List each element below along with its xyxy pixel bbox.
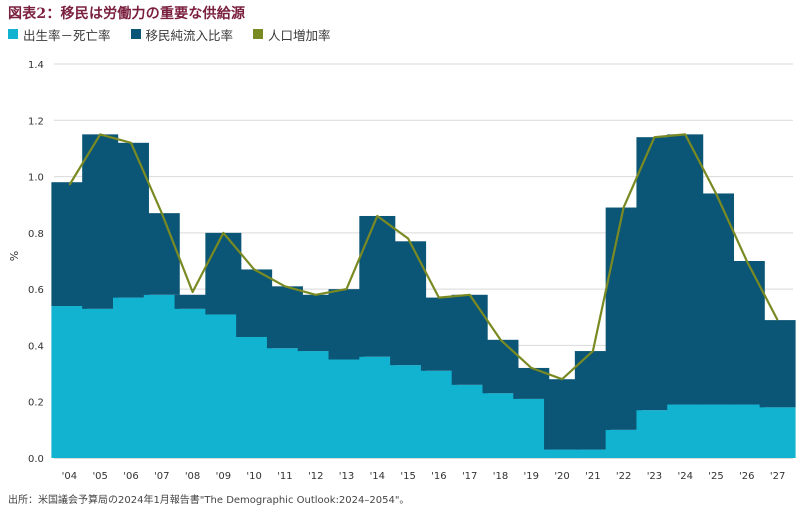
bar-net-immigration	[482, 339, 519, 394]
x-tick-label: '20	[554, 471, 569, 482]
x-tick-label: '08	[185, 471, 200, 482]
bar-natural-increase	[513, 398, 550, 458]
bar-net-immigration	[390, 241, 427, 366]
x-tick-label: '27	[770, 471, 785, 482]
chart-title: 図表2：移民は労働力の重要な供給源	[8, 6, 246, 22]
bar-natural-increase	[698, 404, 735, 458]
legend-swatch-natural-increase	[8, 29, 18, 39]
y-tick-label: 1.4	[28, 60, 44, 71]
bar-net-immigration	[605, 207, 642, 430]
y-tick-label: 0.2	[28, 398, 44, 409]
bar-natural-increase	[728, 404, 765, 458]
x-tick-label: '17	[462, 471, 477, 482]
y-tick-label: 1.0	[28, 173, 44, 184]
x-tick-label: '13	[339, 471, 354, 482]
x-tick-label: '18	[493, 471, 508, 482]
bar-net-immigration	[236, 269, 273, 337]
bar-natural-increase	[297, 351, 334, 458]
bar-net-immigration	[759, 320, 796, 408]
bar-natural-increase	[451, 384, 488, 458]
bar-natural-increase	[266, 348, 303, 458]
bar-net-immigration	[574, 351, 611, 450]
bar-net-immigration	[266, 286, 303, 349]
legend-label-natural-increase: 出生率－死亡率	[23, 27, 111, 43]
x-tick-label: '04	[62, 471, 77, 482]
bar-net-immigration	[544, 379, 581, 450]
x-tick-label: '09	[216, 471, 231, 482]
x-tick-label: '11	[277, 471, 292, 482]
y-tick-label: 0.8	[28, 229, 44, 240]
x-tick-label: '25	[708, 471, 723, 482]
bar-natural-increase	[544, 449, 581, 458]
bar-natural-increase	[112, 297, 149, 458]
bar-net-immigration	[359, 215, 396, 357]
y-tick-label: 0.0	[28, 454, 44, 465]
bar-natural-increase	[174, 308, 211, 458]
y-axis-label: %	[8, 251, 21, 261]
x-tick-label: '24	[677, 471, 692, 482]
x-tick-label: '22	[616, 471, 631, 482]
y-tick-label: 0.6	[28, 285, 44, 296]
bar-net-immigration	[728, 261, 765, 405]
x-tick-label: '12	[308, 471, 323, 482]
y-tick-label: 0.4	[28, 341, 44, 352]
x-tick-label: '23	[647, 471, 662, 482]
x-tick-label: '14	[370, 471, 385, 482]
bar-net-immigration	[143, 213, 180, 295]
bar-natural-increase	[82, 308, 119, 458]
x-tick-label: '06	[123, 471, 138, 482]
bar-natural-increase	[205, 314, 242, 458]
bar-natural-increase	[574, 449, 611, 458]
legend-item-net-immigration: 移民純流入比率	[130, 25, 234, 44]
bar-natural-increase	[328, 359, 365, 458]
legend-swatch-population-growth	[253, 29, 264, 39]
x-tick-label: '19	[524, 471, 539, 482]
x-tick-label: '15	[400, 471, 415, 482]
bar-net-immigration	[328, 289, 365, 360]
bar-natural-increase	[759, 407, 796, 458]
bar-net-immigration	[297, 294, 334, 352]
bar-natural-increase	[667, 404, 704, 458]
bar-natural-increase	[420, 370, 457, 458]
bar-net-immigration	[698, 193, 735, 405]
bar-net-immigration	[636, 137, 673, 411]
legend-item-population-growth: 人口増加率	[253, 25, 331, 44]
bar-natural-increase	[51, 306, 88, 458]
bar-net-immigration	[420, 297, 457, 371]
bar-natural-increase	[143, 294, 180, 458]
bar-natural-increase	[636, 410, 673, 458]
x-tick-label: '16	[431, 471, 446, 482]
legend-label-net-immigration: 移民純流入比率	[145, 27, 234, 43]
bar-natural-increase	[605, 429, 642, 458]
x-tick-label: '26	[739, 471, 754, 482]
y-tick-label: 1.2	[28, 116, 44, 127]
bar-natural-increase	[359, 356, 396, 458]
legend-item-natural-increase: 出生率－死亡率	[8, 25, 111, 44]
bar-net-immigration	[82, 134, 119, 309]
bar-net-immigration	[112, 142, 149, 298]
legend: 出生率－死亡率 移民純流入比率 人口増加率	[8, 25, 351, 43]
bar-net-immigration	[451, 294, 488, 385]
bar-net-immigration	[174, 294, 211, 309]
source-note: 出所：米国議会予算局の2024年1月報告書"The Demographic Ou…	[8, 495, 410, 506]
bar-net-immigration	[667, 134, 704, 405]
bar-net-immigration	[51, 182, 88, 307]
bar-natural-increase	[390, 365, 427, 458]
x-tick-label: '05	[92, 471, 107, 482]
legend-swatch-net-immigration	[130, 29, 141, 39]
x-tick-label: '10	[246, 471, 261, 482]
bar-natural-increase	[482, 393, 519, 458]
legend-label-population-growth: 人口増加率	[268, 27, 331, 43]
x-tick-label: '21	[585, 471, 600, 482]
bar-natural-increase	[236, 336, 273, 458]
x-tick-label: '07	[154, 471, 169, 482]
stacked-bar-chart: 0.0 0.2 0.4 0.6 0.8 1.0 1.2 1.4% '04 '05 '06 '07 '08…	[8, 60, 796, 482]
bar-net-immigration	[205, 232, 242, 315]
line-population-growth	[68, 133, 779, 381]
